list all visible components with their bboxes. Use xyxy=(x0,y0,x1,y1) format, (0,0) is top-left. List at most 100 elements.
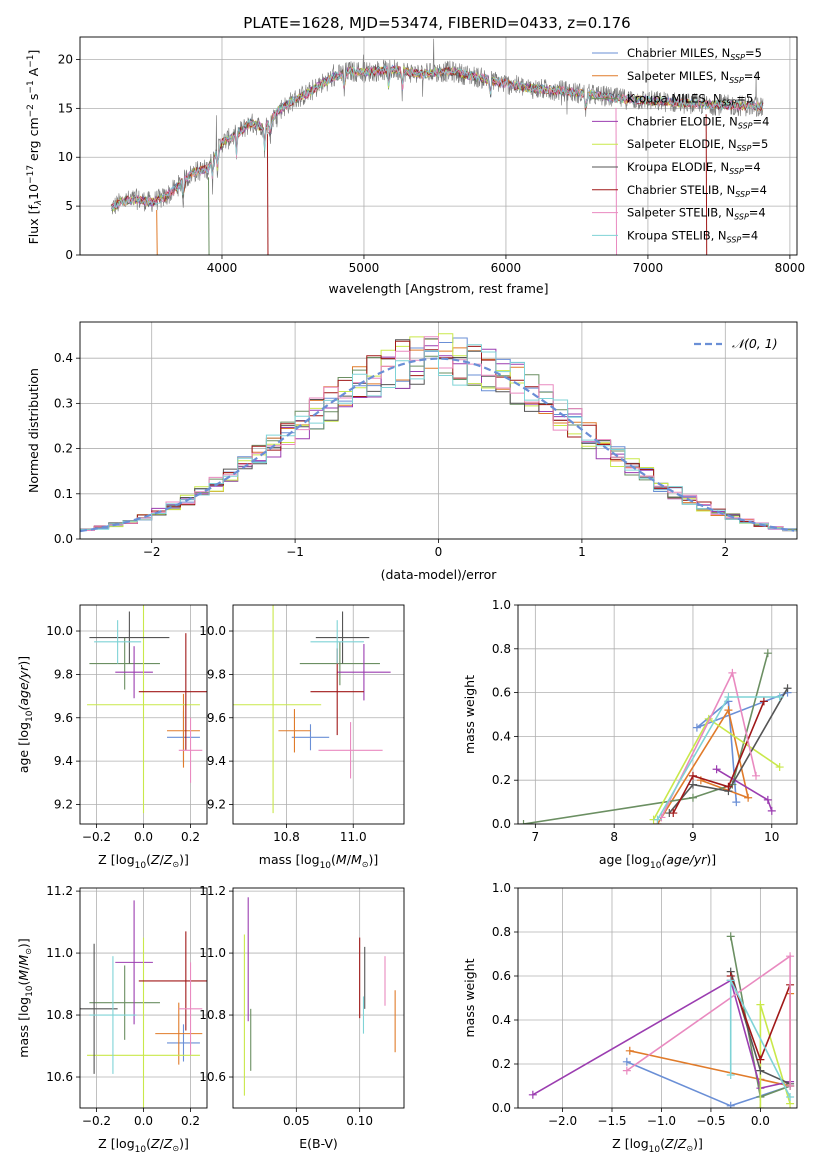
weight-vs-z-marker xyxy=(622,1066,631,1075)
weight-vs-z-ytick-label: 0.6 xyxy=(492,969,511,983)
weight-vs-age-xtick-label: 9 xyxy=(689,830,697,844)
legend-suffix: =5 xyxy=(745,46,762,60)
spectrum-ylabel-part: −1 xyxy=(26,80,36,93)
age-vs-z-xlabel-part: / xyxy=(160,852,165,867)
age-vs-mass-xlabel-part: )] xyxy=(368,852,378,867)
weight-vs-age-series-1 xyxy=(656,708,750,824)
weight-vs-age-marker xyxy=(724,706,733,715)
mass-vs-z-ylabel-part: mass [log xyxy=(16,997,31,1058)
weight-vs-z-series-1 xyxy=(629,993,791,1087)
legend-label: Kroupa STELIB, N xyxy=(627,228,727,242)
age-vs-mass-ytick-label: 10.0 xyxy=(199,624,226,638)
weight-vs-age-marker xyxy=(712,765,721,774)
age-vs-z-panel: −0.2 0.0 0.29.29.49.69.810.0Z [log10(Z/Z⊙)… xyxy=(16,604,208,871)
weight-vs-z-ytick-label: 0.2 xyxy=(492,1057,511,1071)
spectrum-ylabel-part: −1 xyxy=(26,55,36,68)
weight-vs-age-marker xyxy=(653,815,662,824)
spectrum-xtick-label: 8000 xyxy=(775,261,806,275)
mass-vs-z-ytick-label: 11.0 xyxy=(46,946,73,960)
mass-vs-z-xlabel-part: Z xyxy=(163,1136,173,1151)
age-vs-z-ylabel-part: (age/yr xyxy=(16,665,31,711)
weight-vs-z-marker xyxy=(756,1066,765,1075)
weight-vs-age-series-2 xyxy=(523,652,769,824)
age-vs-z-xlabel-part: Z xyxy=(163,852,173,867)
weight-vs-age-marker xyxy=(767,806,776,815)
weight-vs-z-xtick-label: −2.0 xyxy=(548,1114,577,1128)
legend-sub: SSP xyxy=(737,144,752,153)
legend-entry-5: Kroupa ELODIE, NSSP=4 xyxy=(627,160,761,176)
legend-sub: SSP xyxy=(729,76,744,85)
legend-sub: SSP xyxy=(735,190,750,199)
age-vs-z-xlabel-part: ⊙ xyxy=(172,860,179,869)
mass-vs-ebv-xtick-label: 0.10 xyxy=(346,1114,373,1128)
spectrum-ytick-label: 20 xyxy=(58,52,73,66)
spectrum-xtick-label: 5000 xyxy=(349,261,380,275)
age-vs-z-ylabel-sub: 10 xyxy=(25,710,35,722)
mass-vs-z-xlabel-part: ⊙ xyxy=(172,1144,179,1153)
legend-label: Salpeter ELODIE, N xyxy=(627,137,737,151)
legend-entry-6: Chabrier STELIB, NSSP=4 xyxy=(627,183,767,199)
weight-vs-age-marker xyxy=(692,723,701,732)
residual-legend-label: 𝒩(0, 1) xyxy=(732,336,778,351)
legend-label: Kroupa MILES, N xyxy=(627,92,722,106)
spectrum-plot-area xyxy=(110,38,764,255)
age-vs-mass-xlabel-part: mass [log xyxy=(259,852,320,867)
weight-vs-age-ytick-label: 0.6 xyxy=(492,686,511,700)
residuals-xtick-label: −1 xyxy=(286,545,304,559)
weight-vs-z-marker xyxy=(726,1071,735,1079)
mass-vs-z-plot-area xyxy=(80,900,207,1108)
spectrum-xtick-label: 6000 xyxy=(491,261,522,275)
spectrum-ytick-label: 15 xyxy=(58,101,73,115)
spectrum-ylabel-part: 10 xyxy=(26,184,41,200)
legend-sub: SSP xyxy=(727,235,742,244)
weight-vs-age-marker xyxy=(763,795,772,804)
weight-vs-age-marker xyxy=(669,809,678,818)
legend-suffix: =4 xyxy=(753,114,770,128)
mass-vs-ebv-xtick-label: 0.05 xyxy=(283,1114,310,1128)
weight-vs-age-series-6 xyxy=(672,701,765,814)
weight-vs-age-marker xyxy=(688,793,697,802)
legend-entry-0: Chabrier MILES, NSSP=5 xyxy=(627,46,762,62)
mass-vs-z-xlabel: Z [log10(Z/Z⊙)] xyxy=(98,1136,189,1155)
weight-vs-age-xtick-label: 7 xyxy=(532,830,540,844)
spectrum-panel: 4000 5000 6000 7000 8000 0 5 10 15 20 Chabrier MIL… xyxy=(26,36,806,296)
weight-vs-z-frame xyxy=(517,887,798,1109)
spectrum-model-line-8 xyxy=(110,64,764,210)
age-vs-mass-xlabel: mass [log10(M/M⊙)] xyxy=(259,852,378,871)
weight-vs-z-xlabel-part: ⊙ xyxy=(686,1144,693,1153)
residuals-ytick-label: 0.1 xyxy=(54,487,73,501)
age-vs-z-xlabel-part: 10 xyxy=(135,861,147,871)
weight-vs-age-marker xyxy=(775,692,784,701)
spectrum-ylabel-part: λ xyxy=(34,200,44,206)
residuals-xtick-label: 0 xyxy=(435,545,443,559)
residuals-xtick-label: −2 xyxy=(143,545,161,559)
legend-entry-8: Kroupa STELIB, NSSP=4 xyxy=(627,228,758,244)
age-vs-mass-xlabel-part: M xyxy=(351,852,362,867)
mass-vs-z-ylabel-part: ⊙ xyxy=(24,948,33,955)
weight-vs-age-marker xyxy=(688,780,697,789)
residuals-ytick-label: 0.0 xyxy=(54,532,73,546)
residuals-xlabel: (data-model)/error xyxy=(381,567,498,582)
legend-label: Kroupa ELODIE, N xyxy=(627,160,729,174)
age-vs-mass-xtick-label: 10.8 xyxy=(273,830,300,844)
legend-suffix: =4 xyxy=(750,183,767,197)
figure-title: PLATE=1628, MJD=53474, FIBERID=0433, z=0… xyxy=(243,14,630,32)
weight-vs-z-xlabel: Z [log10(Z/Z⊙)] xyxy=(612,1136,703,1155)
age-vs-z-xlabel: Z [log10(Z/Z⊙)] xyxy=(98,852,189,871)
legend-entry-1: Salpeter MILES, NSSP=4 xyxy=(627,69,761,85)
age-vs-mass-xlabel-part: 10 xyxy=(320,861,332,871)
mass-vs-z-xtick-label: 0.0 xyxy=(134,1114,153,1128)
weight-vs-z-xlabel-part: Z xyxy=(664,1136,674,1151)
mass-vs-z-ytick-label: 10.6 xyxy=(46,1070,73,1084)
mass-vs-ebv-xlabel: E(B-V) xyxy=(299,1136,338,1151)
legend-label: Chabrier STELIB, N xyxy=(627,183,735,197)
mass-vs-z-xlabel-part: Z xyxy=(150,1136,160,1151)
spectrum-spike xyxy=(156,210,158,255)
weight-vs-z-marker xyxy=(786,1093,795,1101)
residual-histogram-8 xyxy=(80,344,797,531)
weight-vs-z-xlabel-part: Z xyxy=(677,1136,687,1151)
weight-vs-age-marker xyxy=(688,771,697,780)
age-vs-z-ytick-label: 9.8 xyxy=(54,667,73,681)
residuals-xtick-label: 1 xyxy=(578,545,586,559)
